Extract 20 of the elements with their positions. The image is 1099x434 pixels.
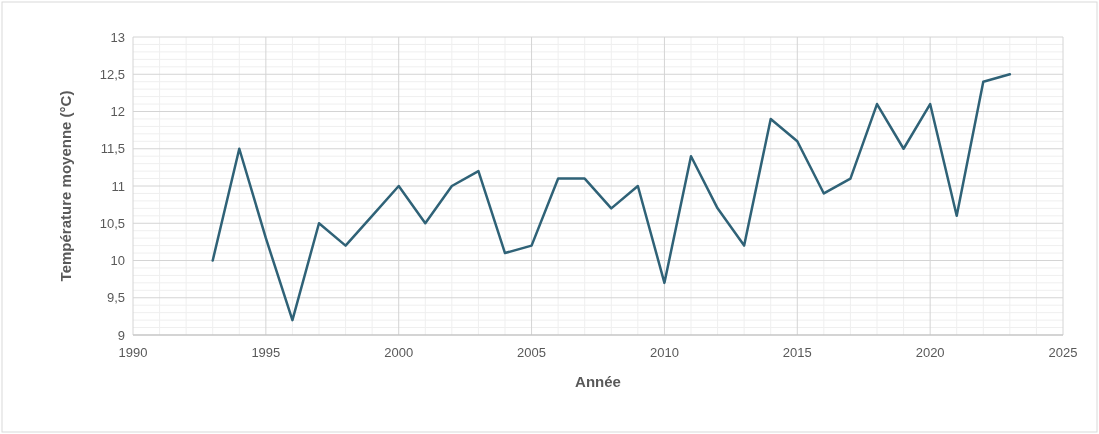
y-tick-label: 11: [111, 178, 125, 194]
y-tick-label: 10,5: [99, 215, 125, 231]
y-tick-label: 10: [110, 253, 125, 269]
x-tick-label: 2000: [384, 345, 414, 360]
x-tick-label: 2015: [782, 345, 812, 360]
x-tick-label: 2005: [517, 345, 547, 360]
x-tick-label: 2025: [1048, 345, 1078, 360]
y-tick-label: 9: [117, 327, 125, 343]
x-tick-label: 2010: [649, 345, 679, 360]
x-axis-title: Année: [575, 373, 621, 390]
y-tick-label: 12,5: [99, 66, 125, 82]
x-tick-label: 2020: [915, 345, 945, 360]
y-axis-title: Température moyenne (°C): [57, 90, 74, 282]
y-tick-label: 9,5: [106, 290, 125, 306]
line-series: [211, 73, 1012, 322]
y-tick-label: 11,5: [100, 141, 125, 157]
y-tick-label: 12: [110, 104, 125, 120]
x-tick-label: 1995: [251, 345, 281, 360]
y-tick-label: 13: [110, 29, 125, 45]
x-tick-label: 1990: [118, 345, 148, 360]
